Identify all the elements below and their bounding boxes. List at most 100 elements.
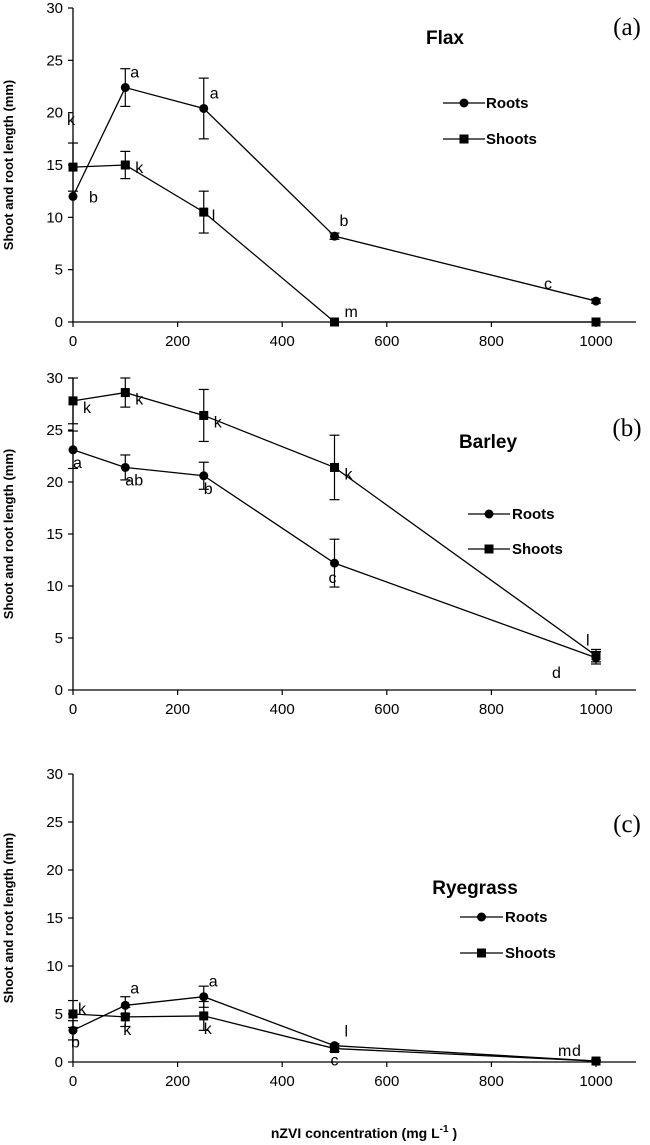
panel-label: (a)	[613, 14, 641, 41]
legend-entry: Shoots	[443, 131, 537, 148]
legend-entry: Roots	[460, 909, 548, 926]
significance-label: k	[123, 1022, 132, 1039]
y-tick-label: 25	[46, 422, 63, 439]
y-tick-label: 15	[46, 157, 63, 174]
legend-marker	[484, 509, 494, 519]
legend-entry: Roots	[443, 95, 529, 112]
legend-marker	[459, 134, 469, 144]
x-tick-label: 400	[270, 333, 295, 350]
significance-label: k	[135, 160, 144, 177]
data-point	[68, 191, 78, 201]
y-tick-label: 10	[46, 209, 63, 226]
legend-label: Shoots	[512, 541, 563, 558]
significance-label: a	[130, 65, 139, 82]
x-tick-label: 600	[374, 333, 399, 350]
x-tick-label: 200	[165, 333, 190, 350]
x-tick-label: 200	[165, 1073, 190, 1090]
significance-label: k	[345, 466, 354, 483]
data-point	[330, 1044, 339, 1054]
series-line	[72, 86, 597, 302]
y-tick-label: 25	[46, 52, 63, 69]
data-point	[120, 388, 130, 398]
significance-label: k	[204, 1021, 213, 1038]
y-tick-label: 15	[46, 526, 63, 543]
y-tick-label: 15	[46, 910, 63, 927]
x-axis-title: nZVI concentration (mg L-1 )	[271, 1124, 457, 1141]
data-point	[120, 462, 130, 472]
significance-label: k	[135, 392, 144, 409]
panel-label: (c)	[613, 811, 641, 838]
data-point	[120, 83, 130, 93]
y-tick-label: 5	[55, 262, 63, 279]
y-tick-label: 30	[46, 370, 63, 387]
x-tick-label: 0	[69, 333, 77, 350]
significance-label: k	[214, 414, 223, 431]
legend-marker	[459, 98, 469, 108]
data-point	[330, 231, 339, 241]
x-tick-label: 800	[479, 1073, 504, 1090]
significance-label: l	[212, 208, 216, 225]
panel-1: 0 5 10 15 20 25 30 0 200 400 600 800 1000 Shoot and r…	[1, 0, 641, 350]
legend-marker	[484, 544, 494, 554]
data-point	[68, 1025, 78, 1035]
significance-label: b	[340, 213, 349, 230]
significance-label: b	[71, 1034, 80, 1051]
y-tick-label: 20	[46, 474, 63, 491]
significance-label: a	[210, 85, 219, 102]
y-tick-label: 20	[46, 862, 63, 879]
y-tick-label: 30	[46, 766, 63, 783]
y-axis-title: Shoot and root length (mm)	[1, 833, 16, 1003]
legend-entry: Shoots	[468, 541, 563, 558]
significance-label: d	[552, 665, 561, 682]
legend-label: Shoots	[505, 945, 556, 962]
significance-label: c	[331, 1053, 339, 1070]
x-tick-label: 1000	[579, 701, 612, 718]
series-line	[72, 164, 596, 323]
x-tick-label: 600	[374, 1073, 399, 1090]
data-point	[199, 471, 209, 481]
legend-entry: Roots	[468, 506, 555, 523]
data-point	[591, 296, 601, 306]
data-point	[120, 160, 130, 170]
x-tick-label: 800	[479, 701, 504, 718]
legend-marker	[477, 912, 486, 922]
significance-label: k	[67, 112, 76, 129]
x-tick-label: 0	[69, 701, 77, 718]
x-tick-label: 1000	[579, 1073, 612, 1090]
y-tick-label: 5	[55, 630, 63, 647]
y-tick-label: 0	[55, 682, 63, 699]
y-tick-label: 0	[55, 1054, 63, 1071]
significance-label: k	[83, 400, 92, 417]
x-tick-label: 0	[69, 1073, 77, 1090]
x-tick-label: 400	[270, 701, 295, 718]
significance-label: b	[89, 189, 98, 206]
series-shoots	[68, 142, 601, 327]
data-point	[199, 207, 209, 217]
y-tick-label: 10	[46, 578, 63, 595]
y-tick-label: 30	[46, 0, 63, 17]
significance-label: a	[209, 974, 218, 991]
significance-label: c	[544, 276, 552, 293]
chart-title: Flax	[426, 28, 464, 49]
series-roots	[68, 68, 601, 306]
legend-label: Shoots	[486, 131, 537, 148]
y-tick-label: 0	[55, 314, 63, 331]
y-tick-label: 20	[46, 105, 63, 122]
chart-title: Ryegrass	[432, 878, 518, 899]
x-tick-label: 1000	[579, 333, 612, 350]
legend-label: Roots	[512, 506, 555, 523]
chart-title: Barley	[459, 432, 518, 453]
data-point	[330, 558, 339, 568]
y-tick-label: 5	[55, 1006, 63, 1023]
significance-label: c	[329, 570, 337, 587]
significance-label: k	[78, 1001, 87, 1018]
data-point	[199, 1011, 209, 1021]
x-tick-label: 800	[479, 333, 504, 350]
significance-label: l	[586, 633, 590, 650]
legend-marker	[477, 948, 486, 958]
series-shoots	[68, 377, 601, 663]
significance-label: m	[558, 1043, 571, 1060]
y-axis-title: Shoot and root length (mm)	[1, 449, 16, 619]
